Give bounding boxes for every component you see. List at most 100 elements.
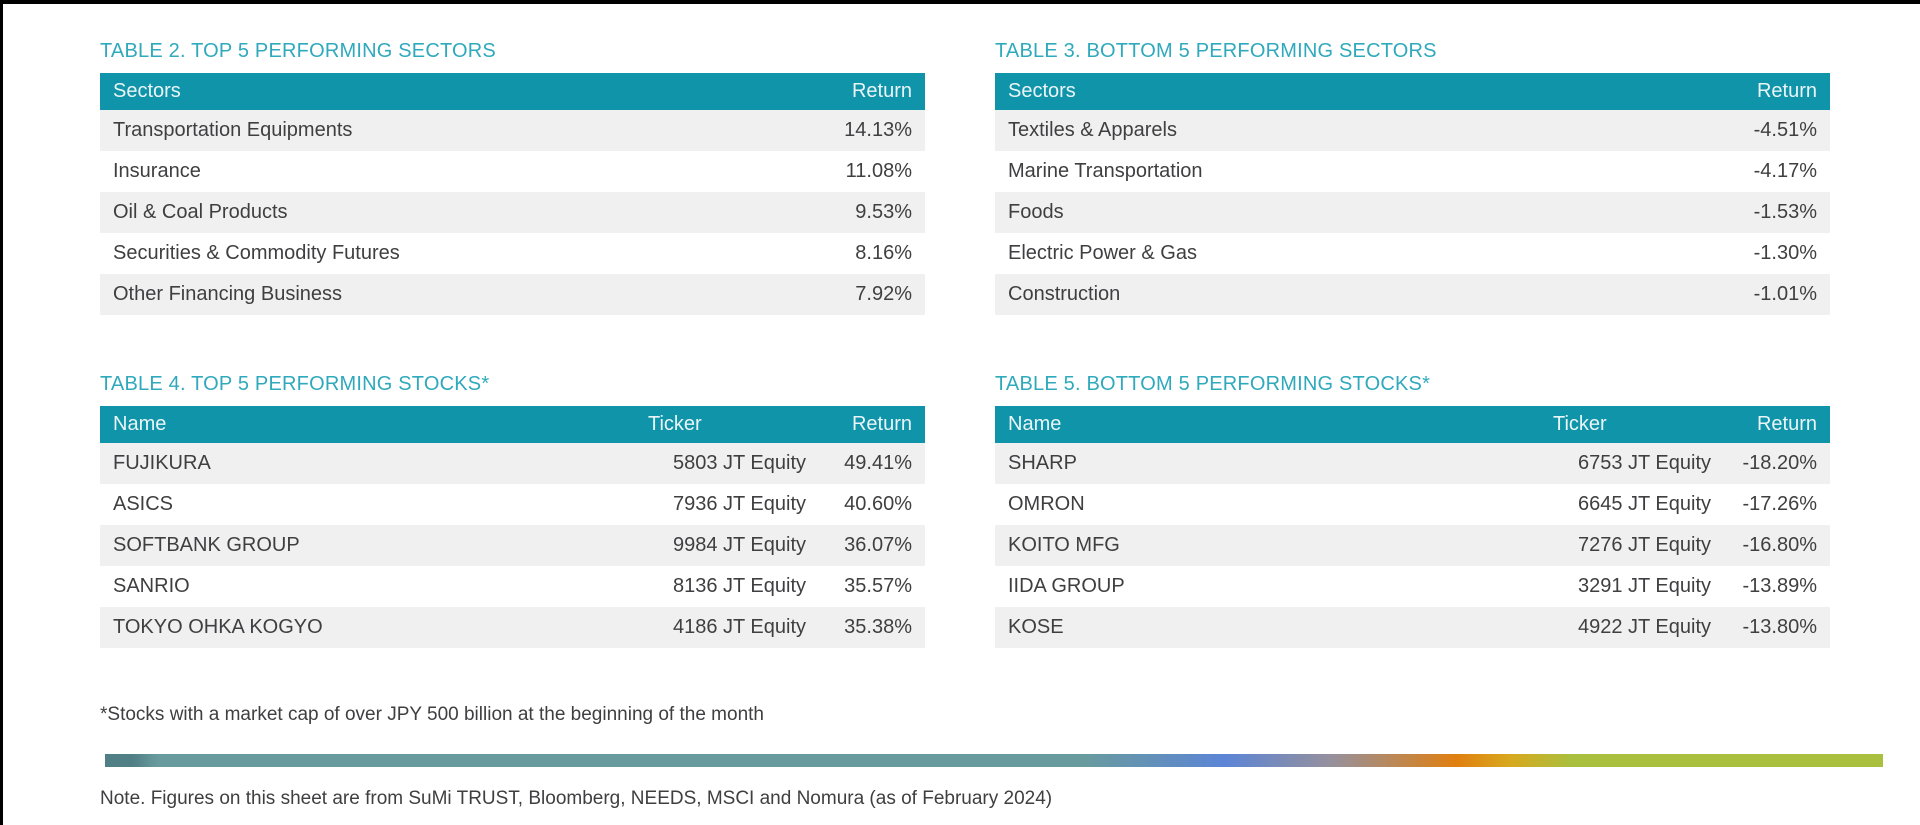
top-sectors-table: Sectors Return Transportation Equipments 14… — [100, 73, 925, 315]
table-cell: 35.38% — [844, 616, 912, 638]
table-header-row: Name Ticker Return — [995, 406, 1830, 443]
table-header-row: Sectors Return — [100, 73, 925, 110]
table-row: SANRIO 8136 JT Equity 35.57% — [100, 566, 925, 607]
column-header: Return — [810, 73, 925, 110]
table-cell: Construction — [1008, 283, 1121, 305]
column-header: Return — [1715, 406, 1830, 443]
section-top-stocks: TABLE 4. TOP 5 PERFORMING STOCKS* Name Ti… — [100, 315, 925, 648]
column-header: Ticker — [1540, 406, 1715, 443]
table-row: Marine Transportation -4.17% — [995, 151, 1830, 192]
table-row: ASICS 7936 JT Equity 40.60% — [100, 484, 925, 525]
table-cell: Electric Power & Gas — [1008, 242, 1197, 264]
table-cell: Oil & Coal Products — [113, 201, 288, 223]
table-row: KOITO MFG 7276 JT Equity -16.80% — [995, 525, 1830, 566]
table-cell: Other Financing Business — [113, 283, 343, 305]
top-stocks-table: Name Ticker Return FUJIKURA 5803 JT Equity 49… — [100, 406, 925, 648]
table-row: SOFTBANK GROUP 9984 JT Equity 36.07% — [100, 525, 925, 566]
gradient-divider-bar — [105, 754, 1883, 767]
table-row: KOSE 4922 JT Equity -13.80% — [995, 607, 1830, 648]
table-2-title: TABLE 2. TOP 5 PERFORMING SECTORS — [100, 40, 496, 62]
column-header: Return — [1715, 73, 1830, 110]
table-cell: 5803 JT Equity — [672, 452, 806, 474]
table-row: Other Financing Business 7.92% — [100, 274, 925, 315]
table-cell: 7936 JT Equity — [672, 493, 806, 515]
table-cell: 9984 JT Equity — [672, 534, 806, 556]
table-cell: Marine Transportation — [1008, 160, 1203, 182]
table-cell: SHARP — [1008, 452, 1077, 474]
table-5-title: TABLE 5. BOTTOM 5 PERFORMING STOCKS* — [995, 373, 1431, 395]
column-header: Sectors — [100, 73, 810, 110]
table-cell: 4186 JT Equity — [672, 616, 806, 638]
table-row: Securities & Commodity Futures 8.16% — [100, 233, 925, 274]
table-row: IIDA GROUP 3291 JT Equity -13.89% — [995, 566, 1830, 607]
table-cell: 49.41% — [844, 452, 912, 474]
table-cell: -4.17% — [1753, 160, 1817, 182]
table-cell: TOKYO OHKA KOGYO — [113, 616, 323, 638]
page-top-border — [0, 0, 1920, 4]
table-row: Foods -1.53% — [995, 192, 1830, 233]
table-row: OMRON 6645 JT Equity -17.26% — [995, 484, 1830, 525]
column-header: Return — [810, 406, 925, 443]
table-cell: 8.16% — [855, 242, 912, 264]
table-row: Electric Power & Gas -1.30% — [995, 233, 1830, 274]
table-cell: IIDA GROUP — [1008, 575, 1125, 597]
market-cap-footnote: *Stocks with a market cap of over JPY 50… — [100, 704, 764, 725]
tables-grid: TABLE 2. TOP 5 PERFORMING SECTORS Sector… — [100, 4, 1830, 648]
column-header: Sectors — [995, 73, 1715, 110]
table-cell: -13.89% — [1742, 575, 1818, 597]
table-cell: -16.80% — [1742, 534, 1818, 556]
table-cell: 7276 JT Equity — [1577, 534, 1711, 556]
table-row: TOKYO OHKA KOGYO 4186 JT Equity 35.38% — [100, 607, 925, 648]
page-left-border — [0, 0, 3, 825]
table-row: SHARP 6753 JT Equity -18.20% — [995, 443, 1830, 484]
table-cell: Textiles & Apparels — [1008, 119, 1177, 141]
table-cell: 9.53% — [855, 201, 912, 223]
table-row: Textiles & Apparels -4.51% — [995, 110, 1830, 151]
table-cell: 40.60% — [844, 493, 912, 515]
table-4-title: TABLE 4. TOP 5 PERFORMING STOCKS* — [100, 373, 490, 395]
table-cell: 7.92% — [855, 283, 912, 305]
table-cell: KOITO MFG — [1008, 534, 1120, 556]
bottom-sectors-table: Sectors Return Textiles & Apparels -4.51% Ma… — [995, 73, 1830, 315]
table-cell: 11.08% — [845, 160, 912, 182]
table-cell: 14.13% — [844, 119, 912, 141]
table-cell: -18.20% — [1742, 452, 1818, 474]
section-bottom-sectors: TABLE 3. BOTTOM 5 PERFORMING SECTORS Sec… — [995, 4, 1830, 315]
table-cell: -4.51% — [1753, 119, 1817, 141]
table-cell: -1.53% — [1753, 201, 1817, 223]
table-row: Transportation Equipments 14.13% — [100, 110, 925, 151]
table-cell: -1.01% — [1753, 283, 1817, 305]
table-cell: OMRON — [1008, 493, 1085, 515]
table-cell: 4922 JT Equity — [1577, 616, 1711, 638]
source-note: Note. Figures on this sheet are from SuM… — [100, 788, 1053, 809]
column-header: Name — [995, 406, 1540, 443]
table-row: Oil & Coal Products 9.53% — [100, 192, 925, 233]
table-cell: 35.57% — [844, 575, 912, 597]
section-bottom-stocks: TABLE 5. BOTTOM 5 PERFORMING STOCKS* Nam… — [995, 315, 1830, 648]
table-header-row: Sectors Return — [995, 73, 1830, 110]
table-cell: Foods — [1008, 201, 1064, 223]
table-cell: Securities & Commodity Futures — [113, 242, 400, 264]
table-cell: ASICS — [113, 493, 174, 515]
table-cell: FUJIKURA — [113, 452, 211, 474]
table-cell: SANRIO — [113, 575, 190, 597]
table-cell: 6645 JT Equity — [1577, 493, 1711, 515]
table-cell: -1.30% — [1753, 242, 1817, 264]
table-row: Construction -1.01% — [995, 274, 1830, 315]
table-cell: -17.26% — [1742, 493, 1818, 515]
bottom-stocks-table: Name Ticker Return SHARP 6753 JT Equity -18.2… — [995, 406, 1830, 648]
table-cell: Insurance — [113, 160, 201, 182]
table-cell: 8136 JT Equity — [672, 575, 806, 597]
table-cell: Transportation Equipments — [113, 119, 353, 141]
table-cell: KOSE — [1008, 616, 1064, 638]
table-header-row: Name Ticker Return — [100, 406, 925, 443]
table-row: Insurance 11.08% — [100, 151, 925, 192]
table-cell: 3291 JT Equity — [1577, 575, 1711, 597]
table-row: FUJIKURA 5803 JT Equity 49.41% — [100, 443, 925, 484]
table-cell: SOFTBANK GROUP — [113, 534, 300, 556]
section-top-sectors: TABLE 2. TOP 5 PERFORMING SECTORS Sector… — [100, 4, 925, 315]
column-header: Name — [100, 406, 635, 443]
table-cell: 6753 JT Equity — [1577, 452, 1711, 474]
table-3-title: TABLE 3. BOTTOM 5 PERFORMING SECTORS — [995, 40, 1437, 62]
column-header: Ticker — [635, 406, 810, 443]
